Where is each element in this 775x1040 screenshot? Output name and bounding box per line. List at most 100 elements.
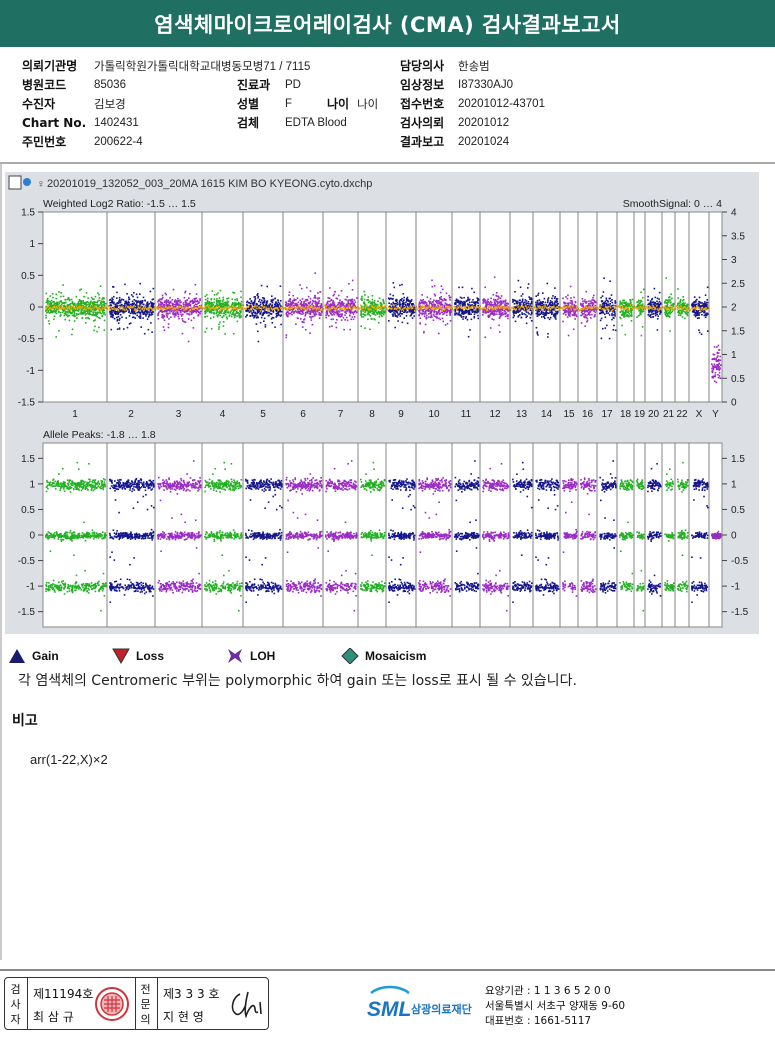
data-point [145, 315, 147, 317]
data-point [500, 314, 503, 317]
data-point [175, 304, 178, 306]
data-point [514, 291, 516, 293]
data-point [222, 321, 225, 323]
data-point [215, 304, 218, 306]
data-point [286, 305, 289, 307]
data-point [504, 303, 507, 305]
data-point [252, 303, 255, 305]
data-point [98, 293, 100, 296]
data-point [117, 322, 120, 324]
data-point [153, 302, 155, 305]
data-point [421, 294, 423, 296]
data-point [456, 300, 458, 302]
data-point [538, 313, 541, 315]
data-point [67, 308, 70, 311]
data-point [312, 304, 315, 307]
data-point [609, 280, 611, 282]
data-point [530, 311, 533, 313]
data-point [87, 303, 89, 306]
data-point [132, 295, 134, 298]
data-point [132, 308, 134, 310]
data-point [499, 297, 502, 299]
value-result-reported: 20201024 [458, 135, 510, 148]
data-point [382, 298, 384, 301]
data-point [665, 315, 668, 317]
data-point [216, 315, 219, 318]
data-point [199, 313, 201, 315]
data-point [594, 304, 597, 307]
data-point [482, 310, 485, 313]
data-point [250, 305, 252, 307]
data-point [131, 302, 134, 305]
data-point [260, 284, 263, 287]
data-point [591, 304, 594, 307]
data-point [411, 310, 414, 312]
data-point [60, 301, 62, 303]
data-point [466, 299, 468, 302]
data-point [585, 290, 588, 293]
data-point [589, 314, 591, 316]
data-point [624, 333, 627, 336]
data-point [568, 313, 570, 316]
data-point [131, 305, 133, 307]
data-point [216, 302, 218, 305]
data-point [152, 298, 154, 300]
data-point [391, 310, 393, 313]
data-point [105, 302, 107, 305]
data-point [375, 310, 377, 313]
data-point [219, 303, 222, 306]
data-point [197, 307, 200, 310]
data-point [375, 309, 377, 312]
data-point [422, 312, 424, 315]
data-point [90, 310, 92, 312]
data-point [614, 300, 616, 302]
data-point [267, 306, 270, 308]
data-point [318, 300, 320, 302]
data-point [614, 329, 617, 332]
data-point [181, 318, 184, 320]
data-point [340, 305, 342, 307]
data-point [599, 312, 601, 315]
data-point [116, 301, 119, 304]
data-point [627, 305, 629, 308]
data-point [554, 312, 557, 315]
data-point [574, 318, 576, 320]
data-point [623, 302, 625, 305]
data-point [569, 315, 571, 317]
data-point [419, 312, 421, 315]
data-point [274, 297, 276, 300]
data-point [592, 303, 595, 305]
data-point [48, 303, 51, 305]
label-chart-no: Chart No. [22, 115, 87, 130]
data-point [541, 302, 543, 305]
data-point [211, 290, 214, 292]
data-point [490, 308, 492, 310]
data-point [259, 310, 261, 313]
data-point [637, 315, 640, 317]
data-point [206, 302, 208, 305]
data-point [449, 309, 452, 312]
data-point [588, 312, 590, 314]
data-point [259, 312, 262, 315]
data-point [93, 302, 95, 304]
data-point [204, 308, 206, 310]
data-point [380, 310, 383, 313]
data-point [116, 310, 119, 313]
data-point [626, 314, 628, 316]
data-point [497, 307, 500, 310]
data-point [177, 313, 180, 315]
data-point [458, 301, 461, 303]
data-point [614, 302, 616, 304]
data-point [135, 304, 137, 306]
patient-info-header: 의뢰기관명 가톨릭학원가톨릭대학교대병동모병71 / 7115 병원코드 85036… [0, 47, 775, 164]
data-point [262, 305, 265, 308]
data-point [494, 299, 497, 301]
data-point [52, 296, 54, 299]
data-point [134, 300, 137, 302]
data-point [602, 310, 604, 313]
data-point [365, 309, 367, 312]
data-point [439, 291, 442, 294]
data-point [439, 301, 442, 304]
data-point [300, 302, 302, 304]
data-point [373, 318, 375, 320]
